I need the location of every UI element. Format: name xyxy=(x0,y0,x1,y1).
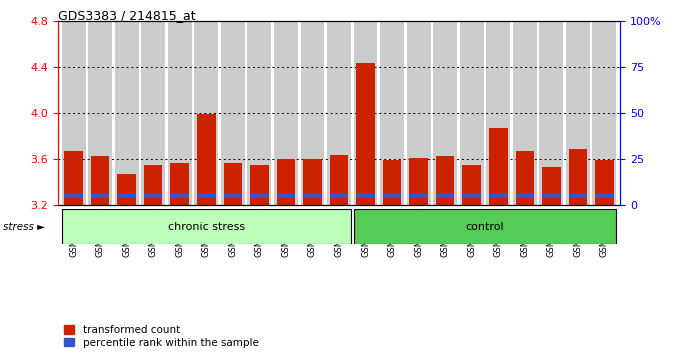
Bar xyxy=(197,193,216,198)
Bar xyxy=(462,165,481,205)
Bar xyxy=(330,193,348,198)
Bar xyxy=(486,21,511,205)
Bar xyxy=(515,151,534,205)
Bar xyxy=(566,21,590,205)
Bar xyxy=(250,193,268,198)
Bar xyxy=(277,159,295,205)
Bar xyxy=(436,156,454,205)
Bar xyxy=(117,174,136,205)
Bar xyxy=(410,158,428,205)
Bar xyxy=(327,21,351,205)
Bar xyxy=(88,21,112,205)
Bar xyxy=(569,193,587,198)
Text: control: control xyxy=(466,222,504,232)
Bar xyxy=(64,193,83,198)
Bar xyxy=(489,128,508,205)
Bar xyxy=(513,21,537,205)
Bar xyxy=(141,21,165,205)
Bar xyxy=(144,165,163,205)
Bar xyxy=(117,193,136,198)
Bar xyxy=(247,21,271,205)
Bar xyxy=(542,167,561,205)
Bar xyxy=(354,209,616,244)
Bar xyxy=(274,21,298,205)
Bar xyxy=(115,21,138,205)
Bar xyxy=(197,114,216,205)
Text: stress ►: stress ► xyxy=(3,222,45,232)
Bar xyxy=(407,21,431,205)
Bar xyxy=(277,193,295,198)
Bar xyxy=(383,193,401,198)
Bar xyxy=(303,193,322,198)
Bar xyxy=(593,21,616,205)
Bar xyxy=(569,149,587,205)
Bar xyxy=(515,193,534,198)
Bar xyxy=(91,193,109,198)
Bar xyxy=(170,193,189,198)
Bar xyxy=(436,193,454,198)
Bar xyxy=(383,160,401,205)
Bar xyxy=(356,193,375,198)
Bar xyxy=(91,156,109,205)
Bar xyxy=(300,21,324,205)
Bar xyxy=(489,193,508,198)
Bar xyxy=(410,193,428,198)
Bar xyxy=(330,155,348,205)
Bar xyxy=(380,21,404,205)
Bar xyxy=(221,21,245,205)
Text: GDS3383 / 214815_at: GDS3383 / 214815_at xyxy=(58,9,195,22)
Bar xyxy=(540,21,563,205)
Bar xyxy=(542,193,561,198)
Bar xyxy=(144,193,163,198)
Bar xyxy=(595,160,614,205)
Bar xyxy=(170,163,189,205)
Bar xyxy=(595,193,614,198)
Bar xyxy=(250,165,268,205)
Bar xyxy=(167,21,192,205)
Bar xyxy=(224,193,242,198)
Bar xyxy=(195,21,218,205)
Bar xyxy=(62,21,85,205)
Legend: transformed count, percentile rank within the sample: transformed count, percentile rank withi… xyxy=(63,324,260,349)
Bar xyxy=(460,21,483,205)
Bar xyxy=(303,159,322,205)
Bar xyxy=(354,21,378,205)
Text: chronic stress: chronic stress xyxy=(167,222,245,232)
Bar xyxy=(356,63,375,205)
Bar xyxy=(433,21,457,205)
Bar xyxy=(64,151,83,205)
Bar xyxy=(462,193,481,198)
Bar xyxy=(62,209,351,244)
Bar xyxy=(224,163,242,205)
